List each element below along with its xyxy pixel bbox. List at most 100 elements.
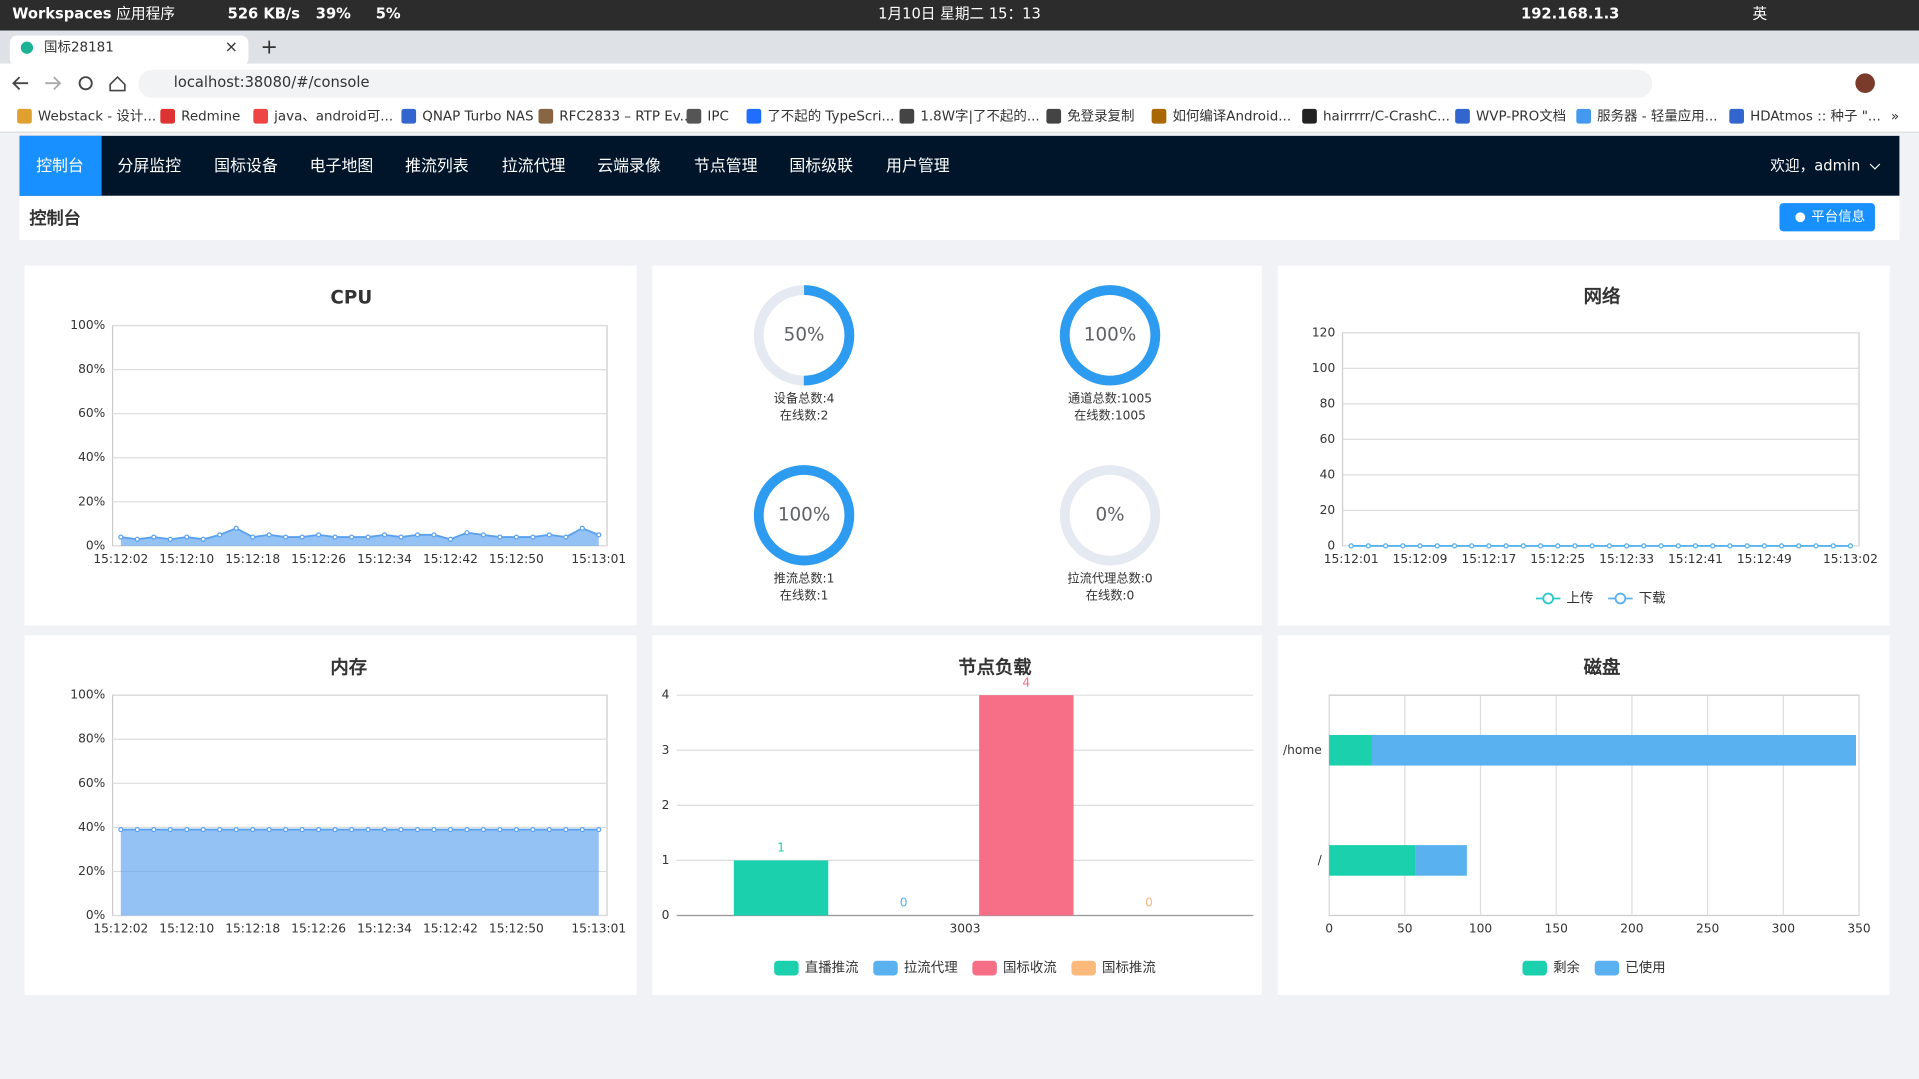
- point: [332, 826, 338, 833]
- x-tick-label: 15:12:09: [1393, 552, 1448, 566]
- workspaces[interactable]: Workspaces: [12, 6, 112, 23]
- nav-item[interactable]: 分屏监控: [117, 156, 181, 175]
- back-button[interactable]: [12, 76, 29, 90]
- point: [118, 826, 124, 833]
- legend-label: 国标收流: [1003, 960, 1057, 976]
- point: [1555, 543, 1561, 549]
- bookmark[interactable]: HDAtmos :: 种子 "...: [1750, 108, 1881, 124]
- point: [349, 826, 355, 833]
- nav-item[interactable]: 推流列表: [405, 156, 469, 175]
- legend-icon: [873, 960, 898, 976]
- x-tick-label: 15:12:34: [357, 921, 412, 935]
- bookmark[interactable]: 如何编译Android...: [1172, 108, 1291, 124]
- bookmark[interactable]: »: [1891, 109, 1899, 124]
- forward-button[interactable]: [45, 76, 62, 90]
- tab-close[interactable]: ×: [225, 37, 238, 56]
- nav-item[interactable]: 拉流代理: [502, 156, 566, 175]
- bookmark[interactable]: IPC: [707, 109, 728, 124]
- home-button[interactable]: [109, 75, 126, 92]
- point: [1503, 543, 1509, 549]
- x-tick-label: 15:12:02: [93, 552, 148, 566]
- legend-label: 上传: [1567, 590, 1594, 606]
- active-tab[interactable]: [9, 35, 249, 67]
- point: [480, 826, 486, 833]
- point: [167, 826, 173, 833]
- clock[interactable]: 1月10日 星期二 15：13: [878, 6, 1041, 23]
- point: [1675, 543, 1681, 549]
- user-menu[interactable]: 欢迎，admin: [1770, 157, 1860, 174]
- apps-menu[interactable]: 应用程序: [116, 5, 175, 23]
- point: [1520, 543, 1526, 549]
- y-tick-label: 60%: [78, 776, 105, 790]
- cpu-usage: 39%: [316, 6, 351, 23]
- bookmark-icon: [686, 108, 702, 124]
- y-tick-label: 60: [1320, 432, 1336, 446]
- nav-item[interactable]: 国标设备: [214, 156, 278, 175]
- bookmark[interactable]: 服务器 - 轻量应用...: [1597, 107, 1717, 124]
- profile[interactable]: [1855, 73, 1875, 94]
- point: [530, 534, 536, 540]
- nav-item[interactable]: 云端录像: [597, 156, 661, 175]
- bookmark[interactable]: hairrrrr/C-CrashC...: [1323, 109, 1450, 124]
- bar-segment: [1371, 734, 1857, 766]
- legend-icon: [972, 960, 997, 976]
- bookmark[interactable]: java、android可...: [273, 109, 393, 124]
- bookmark[interactable]: WVP-PRO文档: [1476, 108, 1566, 124]
- point: [316, 532, 322, 538]
- nav-item[interactable]: 国标级联: [789, 156, 853, 175]
- y-tick-label: 2: [662, 798, 670, 812]
- address-bar[interactable]: [138, 69, 1653, 98]
- platform-info-button[interactable]: [1779, 203, 1875, 232]
- legend-icon: [1614, 592, 1627, 605]
- x-tick-label: 350: [1847, 921, 1870, 935]
- point: [250, 534, 256, 540]
- panel: [1277, 265, 1890, 626]
- chart-title: 内存: [330, 656, 367, 678]
- x-tick-label: 15:12:10: [159, 921, 214, 935]
- bookmark[interactable]: 免登录复制: [1067, 107, 1134, 124]
- input-method[interactable]: 英: [1753, 5, 1768, 23]
- x-tick-label: 15:12:25: [1530, 552, 1585, 566]
- button-label[interactable]: 平台信息: [1811, 208, 1865, 225]
- tab-title[interactable]: 国标28181: [44, 40, 114, 56]
- gauge-caption: 推流总数:1: [774, 570, 835, 585]
- gauge-value: 100%: [1084, 324, 1136, 345]
- panel: [652, 265, 1262, 626]
- point: [118, 534, 124, 540]
- point: [200, 826, 206, 833]
- bookmark[interactable]: Webstack - 设计...: [38, 108, 156, 124]
- point: [414, 826, 421, 833]
- nav-item[interactable]: 控制台: [36, 156, 84, 175]
- bookmark-icon: [253, 108, 269, 124]
- nav-item[interactable]: 节点管理: [694, 156, 758, 175]
- x-tick-label: 15:12:50: [489, 921, 544, 935]
- bookmark-icon: [1046, 108, 1062, 124]
- point: [431, 532, 437, 538]
- new-tab[interactable]: +: [261, 35, 278, 59]
- bookmark[interactable]: RFC2833 – RTP Ev...: [559, 109, 692, 124]
- nav-item[interactable]: 电子地图: [310, 156, 374, 175]
- nav-item[interactable]: 用户管理: [886, 156, 950, 175]
- reload-button[interactable]: [78, 76, 93, 91]
- tab-icon: [20, 41, 34, 54]
- bar: [733, 860, 829, 916]
- x-tick-label: 50: [1397, 921, 1413, 935]
- x-tick-label: 300: [1772, 921, 1795, 935]
- bookmark[interactable]: QNAP Turbo NAS: [422, 109, 533, 124]
- y-tick-label: 0: [1327, 538, 1335, 552]
- bookmark[interactable]: Redmine: [181, 109, 240, 124]
- point: [1348, 543, 1354, 549]
- url[interactable]: localhost:38080/#/console: [174, 74, 370, 91]
- bookmark-icon: [1729, 108, 1744, 124]
- bookmark-icon: [1302, 108, 1317, 124]
- point: [381, 532, 388, 538]
- chart-title: CPU: [330, 288, 372, 309]
- legend-label: 下载: [1639, 590, 1666, 606]
- point: [1383, 543, 1389, 549]
- point: [1744, 543, 1750, 549]
- bookmark[interactable]: 1.8W字|了不起的...: [920, 108, 1039, 124]
- point: [596, 826, 602, 833]
- bookmark[interactable]: 了不起的 TypeScri...: [767, 108, 894, 124]
- point: [1469, 543, 1475, 549]
